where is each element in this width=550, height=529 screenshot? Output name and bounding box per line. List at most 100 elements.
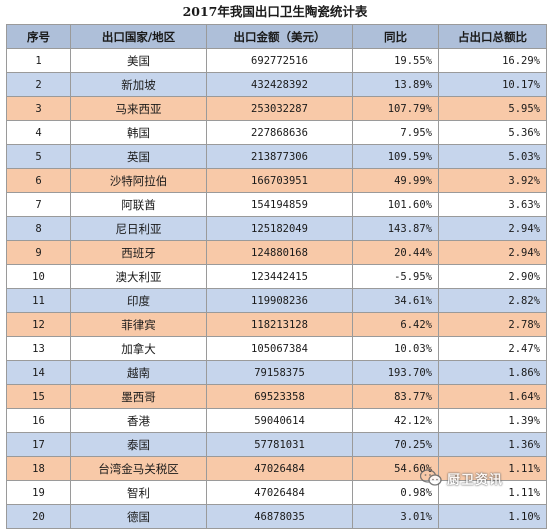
cell-yoy: 49.99% <box>352 168 439 193</box>
cell-amount: 59040614 <box>206 408 353 433</box>
table-row: 17 泰国 57781031 70.25% 1.36% <box>6 432 547 457</box>
table-row: 11 印度 119908236 34.61% 2.82% <box>6 288 547 313</box>
cell-index: 15 <box>6 384 71 409</box>
cell-share: 1.64% <box>438 384 547 409</box>
table-row: 18 台湾金马关税区 47026484 54.60% 1.11% <box>6 456 547 481</box>
cell-index: 11 <box>6 288 71 313</box>
cell-country: 智利 <box>70 480 207 505</box>
cell-amount: 213877306 <box>206 144 353 169</box>
cell-index: 8 <box>6 216 71 241</box>
cell-yoy: 42.12% <box>352 408 439 433</box>
cell-yoy: 20.44% <box>352 240 439 265</box>
cell-share: 2.82% <box>438 288 547 313</box>
cell-share: 5.95% <box>438 96 547 121</box>
cell-amount: 154194859 <box>206 192 353 217</box>
wechat-icon <box>420 469 442 486</box>
watermark: 厨卫资讯 <box>420 465 540 491</box>
cell-index: 19 <box>6 480 71 505</box>
table-row: 8 尼日利亚 125182049 143.87% 2.94% <box>6 216 547 241</box>
cell-country: 澳大利亚 <box>70 264 207 289</box>
table-row: 3 马来西亚 253032287 107.79% 5.95% <box>6 96 547 121</box>
table-row: 7 阿联酋 154194859 101.60% 3.63% <box>6 192 547 217</box>
cell-share: 3.63% <box>438 192 547 217</box>
table-row: 4 韩国 227868636 7.95% 5.36% <box>6 120 547 145</box>
cell-index: 1 <box>6 48 71 73</box>
cell-country: 新加坡 <box>70 72 207 97</box>
cell-yoy: 19.55% <box>352 48 439 73</box>
table-row: 14 越南 79158375 193.70% 1.86% <box>6 360 547 385</box>
cell-index: 18 <box>6 456 71 481</box>
table-row: 12 菲律宾 118213128 6.42% 2.78% <box>6 312 547 337</box>
cell-country: 菲律宾 <box>70 312 207 337</box>
column-header-index: 序号 <box>6 24 71 49</box>
cell-country: 阿联酋 <box>70 192 207 217</box>
cell-index: 12 <box>6 312 71 337</box>
cell-yoy: 13.89% <box>352 72 439 97</box>
cell-amount: 125182049 <box>206 216 353 241</box>
cell-share: 2.90% <box>438 264 547 289</box>
cell-amount: 47026484 <box>206 456 353 481</box>
cell-yoy: 193.70% <box>352 360 439 385</box>
cell-index: 20 <box>6 504 71 529</box>
cell-yoy: 70.25% <box>352 432 439 457</box>
cell-share: 1.10% <box>438 504 547 529</box>
cell-index: 3 <box>6 96 71 121</box>
cell-amount: 253032287 <box>206 96 353 121</box>
cell-index: 16 <box>6 408 71 433</box>
cell-country: 墨西哥 <box>70 384 207 409</box>
cell-yoy: 10.03% <box>352 336 439 361</box>
cell-country: 香港 <box>70 408 207 433</box>
cell-share: 1.36% <box>438 432 547 457</box>
cell-country: 西班牙 <box>70 240 207 265</box>
table-row: 15 墨西哥 69523358 83.77% 1.64% <box>6 384 547 409</box>
cell-yoy: 143.87% <box>352 216 439 241</box>
cell-share: 16.29% <box>438 48 547 73</box>
cell-yoy: 7.95% <box>352 120 439 145</box>
cell-yoy: -5.95% <box>352 264 439 289</box>
cell-index: 5 <box>6 144 71 169</box>
table-row: 16 香港 59040614 42.12% 1.39% <box>6 408 547 433</box>
cell-country: 泰国 <box>70 432 207 457</box>
export-statistics-table: 序号 出口国家/地区 出口金额（美元） 同比 占出口总额比 1 美国 6927725… <box>6 24 547 529</box>
cell-amount: 57781031 <box>206 432 353 457</box>
cell-share: 2.78% <box>438 312 547 337</box>
cell-yoy: 107.79% <box>352 96 439 121</box>
cell-yoy: 6.42% <box>352 312 439 337</box>
cell-country: 英国 <box>70 144 207 169</box>
table-row: 2 新加坡 432428392 13.89% 10.17% <box>6 72 547 97</box>
table-title: 2017年我国出口卫生陶瓷统计表 <box>182 4 368 19</box>
table-row: 9 西班牙 124880168 20.44% 2.94% <box>6 240 547 265</box>
cell-amount: 46878035 <box>206 504 353 529</box>
cell-amount: 227868636 <box>206 120 353 145</box>
cell-country: 马来西亚 <box>70 96 207 121</box>
cell-country: 韩国 <box>70 120 207 145</box>
cell-index: 10 <box>6 264 71 289</box>
cell-index: 17 <box>6 432 71 457</box>
cell-amount: 79158375 <box>206 360 353 385</box>
column-header-yoy: 同比 <box>352 24 439 49</box>
cell-amount: 69523358 <box>206 384 353 409</box>
cell-index: 4 <box>6 120 71 145</box>
cell-country: 印度 <box>70 288 207 313</box>
cell-country: 德国 <box>70 504 207 529</box>
cell-yoy: 101.60% <box>352 192 439 217</box>
cell-amount: 105067384 <box>206 336 353 361</box>
cell-amount: 47026484 <box>206 480 353 505</box>
cell-country: 美国 <box>70 48 207 73</box>
cell-yoy: 83.77% <box>352 384 439 409</box>
cell-share: 2.94% <box>438 216 547 241</box>
cell-index: 7 <box>6 192 71 217</box>
cell-yoy: 3.01% <box>352 504 439 529</box>
cell-share: 2.94% <box>438 240 547 265</box>
header-row: 序号 出口国家/地区 出口金额（美元） 同比 占出口总额比 <box>6 24 547 49</box>
table-row: 10 澳大利亚 123442415 -5.95% 2.90% <box>6 264 547 289</box>
table-row: 13 加拿大 105067384 10.03% 2.47% <box>6 336 547 361</box>
cell-share: 1.39% <box>438 408 547 433</box>
cell-share: 2.47% <box>438 336 547 361</box>
cell-amount: 432428392 <box>206 72 353 97</box>
column-header-amount: 出口金额（美元） <box>206 24 353 49</box>
column-header-country: 出口国家/地区 <box>70 24 207 49</box>
cell-share: 3.92% <box>438 168 547 193</box>
cell-share: 1.86% <box>438 360 547 385</box>
cell-yoy: 109.59% <box>352 144 439 169</box>
